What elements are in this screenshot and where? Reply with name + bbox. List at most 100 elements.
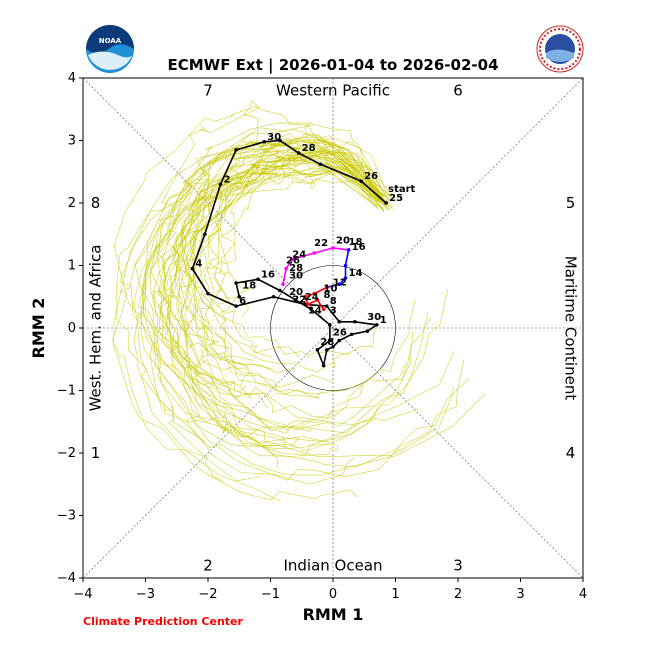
phase-6-label: 6 <box>453 82 463 100</box>
x-tick-label: −1 <box>261 587 280 602</box>
series-point <box>284 266 288 271</box>
ensemble-member-line <box>150 150 385 455</box>
series-point <box>337 319 342 324</box>
series-point <box>303 302 307 307</box>
day-label: 12 <box>333 277 347 288</box>
y-tick-label: 3 <box>68 134 76 149</box>
series-point <box>353 319 357 324</box>
noaa-logo: NOAA <box>86 25 134 73</box>
nws-logo <box>536 25 584 73</box>
ensemble-member-line <box>158 143 378 469</box>
series-point <box>203 232 207 237</box>
ensemble-member-line <box>177 154 428 434</box>
day-label: 28 <box>289 263 303 274</box>
y-tick-label: −3 <box>57 509 76 524</box>
phase-numbers: 12 3 4 5 6 7 8 <box>91 82 576 575</box>
day-label: 18 <box>242 281 256 292</box>
series-point <box>312 291 317 296</box>
phase-2-label: 2 <box>203 557 213 575</box>
ensemble-member-line <box>180 143 386 400</box>
x-tick-label: 4 <box>579 587 587 602</box>
day-label: 24 <box>305 292 319 303</box>
series-point <box>315 348 320 352</box>
region-maritime-continent: Maritime Continent <box>562 256 580 401</box>
day-label: 3 <box>330 306 337 317</box>
series-point <box>306 302 310 307</box>
series-point <box>312 251 317 255</box>
ensemble-member-line <box>175 146 390 362</box>
ensemble-member-line <box>196 166 431 428</box>
series-point <box>321 307 326 312</box>
series-point <box>384 201 388 205</box>
phase-4-label: 4 <box>566 444 576 462</box>
phase-3-label: 3 <box>453 557 463 575</box>
series-line-3 <box>303 286 328 310</box>
series-point <box>303 294 307 299</box>
series-point <box>365 329 370 333</box>
day-label: 28 <box>302 143 316 154</box>
y-tick-label: 1 <box>68 259 76 274</box>
phase-8-label: 8 <box>91 194 101 212</box>
day-label: 14 <box>308 306 322 317</box>
ensemble-members <box>112 100 486 502</box>
series-point <box>256 277 260 282</box>
day-label: 26 <box>333 327 347 338</box>
x-tick-label: −2 <box>198 587 217 602</box>
start-label: start <box>388 184 415 195</box>
series-point <box>218 182 223 187</box>
series-point <box>296 151 301 155</box>
unit-circle <box>270 265 396 391</box>
ensemble-member-line <box>157 100 390 280</box>
day-label: 18 <box>349 237 363 248</box>
x-axis-label: RMM 1 <box>303 605 364 624</box>
day-label: 24 <box>292 249 306 260</box>
day-label: 30 <box>267 132 281 143</box>
ensemble-member-line <box>138 138 385 384</box>
phase-5-label: 5 <box>566 194 576 212</box>
series-point <box>290 257 295 262</box>
series-point <box>309 307 313 312</box>
x-tick-label: 0 <box>329 587 337 602</box>
ensemble-member-line <box>180 140 393 349</box>
ensemble-member-line <box>158 133 383 437</box>
series-point <box>234 148 238 152</box>
ensemble-member-line <box>200 167 388 373</box>
ensemble-member-line <box>140 128 386 482</box>
day-label: 30 <box>289 271 303 282</box>
credit-text: Climate Prediction Center <box>83 615 243 628</box>
y-axis-label: RMM 2 <box>29 298 48 359</box>
series-point <box>321 363 326 368</box>
day-label: 26 <box>364 171 378 182</box>
series-point <box>315 298 320 302</box>
day-label: 20 <box>289 287 303 298</box>
series-point <box>206 291 210 296</box>
series-point <box>349 332 354 337</box>
y-tick-label: 4 <box>68 71 76 86</box>
series-point <box>324 285 329 290</box>
ensemble-member-line <box>152 122 384 404</box>
ensemble-member-line <box>133 162 486 476</box>
series-point <box>324 348 329 352</box>
ensemble-member-line <box>113 105 381 482</box>
phase-guides <box>82 77 584 579</box>
series-point <box>328 323 332 327</box>
series-point <box>278 288 282 293</box>
day-label: 26 <box>286 256 300 267</box>
ensemble-member-line <box>215 165 390 317</box>
series-point <box>237 294 242 299</box>
y-tick-label: −2 <box>57 446 76 461</box>
region-indian-ocean: Indian Ocean <box>283 557 382 575</box>
series-point <box>318 162 323 167</box>
series-line-1 <box>282 247 349 285</box>
ensemble-member-line <box>140 167 455 481</box>
x-tick-label: 2 <box>454 587 462 602</box>
phase-7-label: 7 <box>203 82 213 100</box>
series-point <box>337 338 342 343</box>
day-label: 2 <box>224 174 231 185</box>
series-point <box>262 139 267 144</box>
day-label: 28 <box>320 337 334 348</box>
x-tick-label: −4 <box>73 587 92 602</box>
